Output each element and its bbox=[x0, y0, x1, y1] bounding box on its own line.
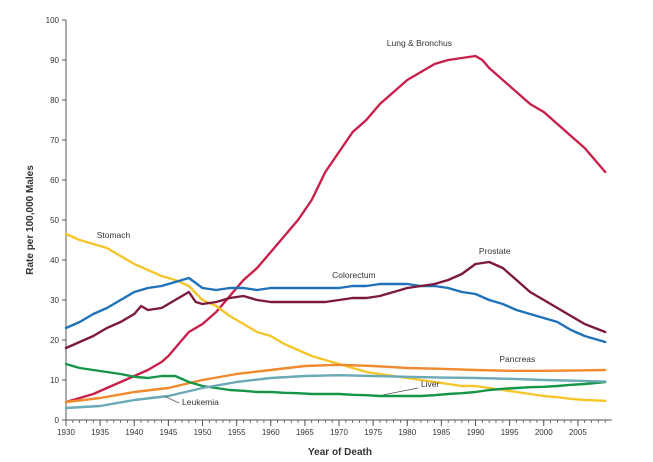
y-tick-label: 50 bbox=[50, 216, 59, 225]
x-axis-title: Year of Death bbox=[308, 447, 372, 458]
series-line-stomach bbox=[64, 232, 607, 402]
x-tick-label: 1975 bbox=[364, 428, 382, 437]
x-tick-label: 1970 bbox=[330, 428, 348, 437]
series-label-colorectum: Colorectum bbox=[332, 270, 375, 280]
y-tick-label: 0 bbox=[55, 416, 60, 425]
leukemia-leader-line bbox=[164, 396, 180, 404]
y-tick-label: 40 bbox=[50, 256, 59, 265]
series-label-liver: Liver bbox=[421, 379, 440, 389]
y-axis-title: Rate per 100,000 Males bbox=[25, 165, 36, 275]
x-tick-label: 1935 bbox=[91, 428, 109, 437]
x-tick-label: 1990 bbox=[467, 428, 485, 437]
x-tick-label: 1950 bbox=[194, 428, 212, 437]
y-tick-label: 20 bbox=[50, 336, 59, 345]
x-tick-label: 1995 bbox=[501, 428, 519, 437]
series-label-lung-bronchus: Lung & Bronchus bbox=[387, 38, 452, 48]
axes: 0 10 20 30 40 50 60 70 80 90 100 1930 1935 1940 1945 19… bbox=[46, 16, 612, 437]
liver-leader-line bbox=[383, 387, 419, 396]
y-tick-label: 90 bbox=[50, 56, 59, 65]
y-tick-label: 100 bbox=[46, 16, 60, 25]
x-tick-label: 1985 bbox=[432, 428, 450, 437]
series-labels: Lung & Bronchus Stomach Colorectum Prostate… bbox=[97, 38, 536, 407]
x-tick-label: 1960 bbox=[262, 428, 280, 437]
series-label-pancreas: Pancreas bbox=[499, 354, 535, 364]
series-label-leukemia: Leukemia bbox=[182, 397, 219, 407]
series-layer bbox=[64, 54, 607, 410]
series-line-liver bbox=[64, 362, 607, 398]
x-tick-label: 1945 bbox=[159, 428, 177, 437]
y-tick-label: 30 bbox=[50, 296, 59, 305]
series-line-pancreas bbox=[64, 363, 607, 404]
x-tick-label: 1980 bbox=[398, 428, 416, 437]
series-line-leukemia bbox=[64, 374, 607, 410]
x-tick-label: 1940 bbox=[125, 428, 143, 437]
y-tick-label: 70 bbox=[50, 136, 59, 145]
series-line-lung-bronchus bbox=[64, 54, 607, 404]
y-tick-label: 80 bbox=[50, 96, 59, 105]
series-line-colorectum bbox=[64, 276, 607, 344]
x-tick-label: 2000 bbox=[535, 428, 553, 437]
y-tick-label: 10 bbox=[50, 376, 59, 385]
series-label-stomach: Stomach bbox=[97, 230, 131, 240]
y-tick-label: 60 bbox=[50, 176, 59, 185]
x-tick-label: 1955 bbox=[228, 428, 246, 437]
series-line-prostate bbox=[64, 260, 607, 350]
series-label-prostate: Prostate bbox=[479, 246, 511, 256]
x-tick-label: 2005 bbox=[569, 428, 587, 437]
x-tick-label: 1930 bbox=[57, 428, 75, 437]
x-tick-label: 1965 bbox=[296, 428, 314, 437]
